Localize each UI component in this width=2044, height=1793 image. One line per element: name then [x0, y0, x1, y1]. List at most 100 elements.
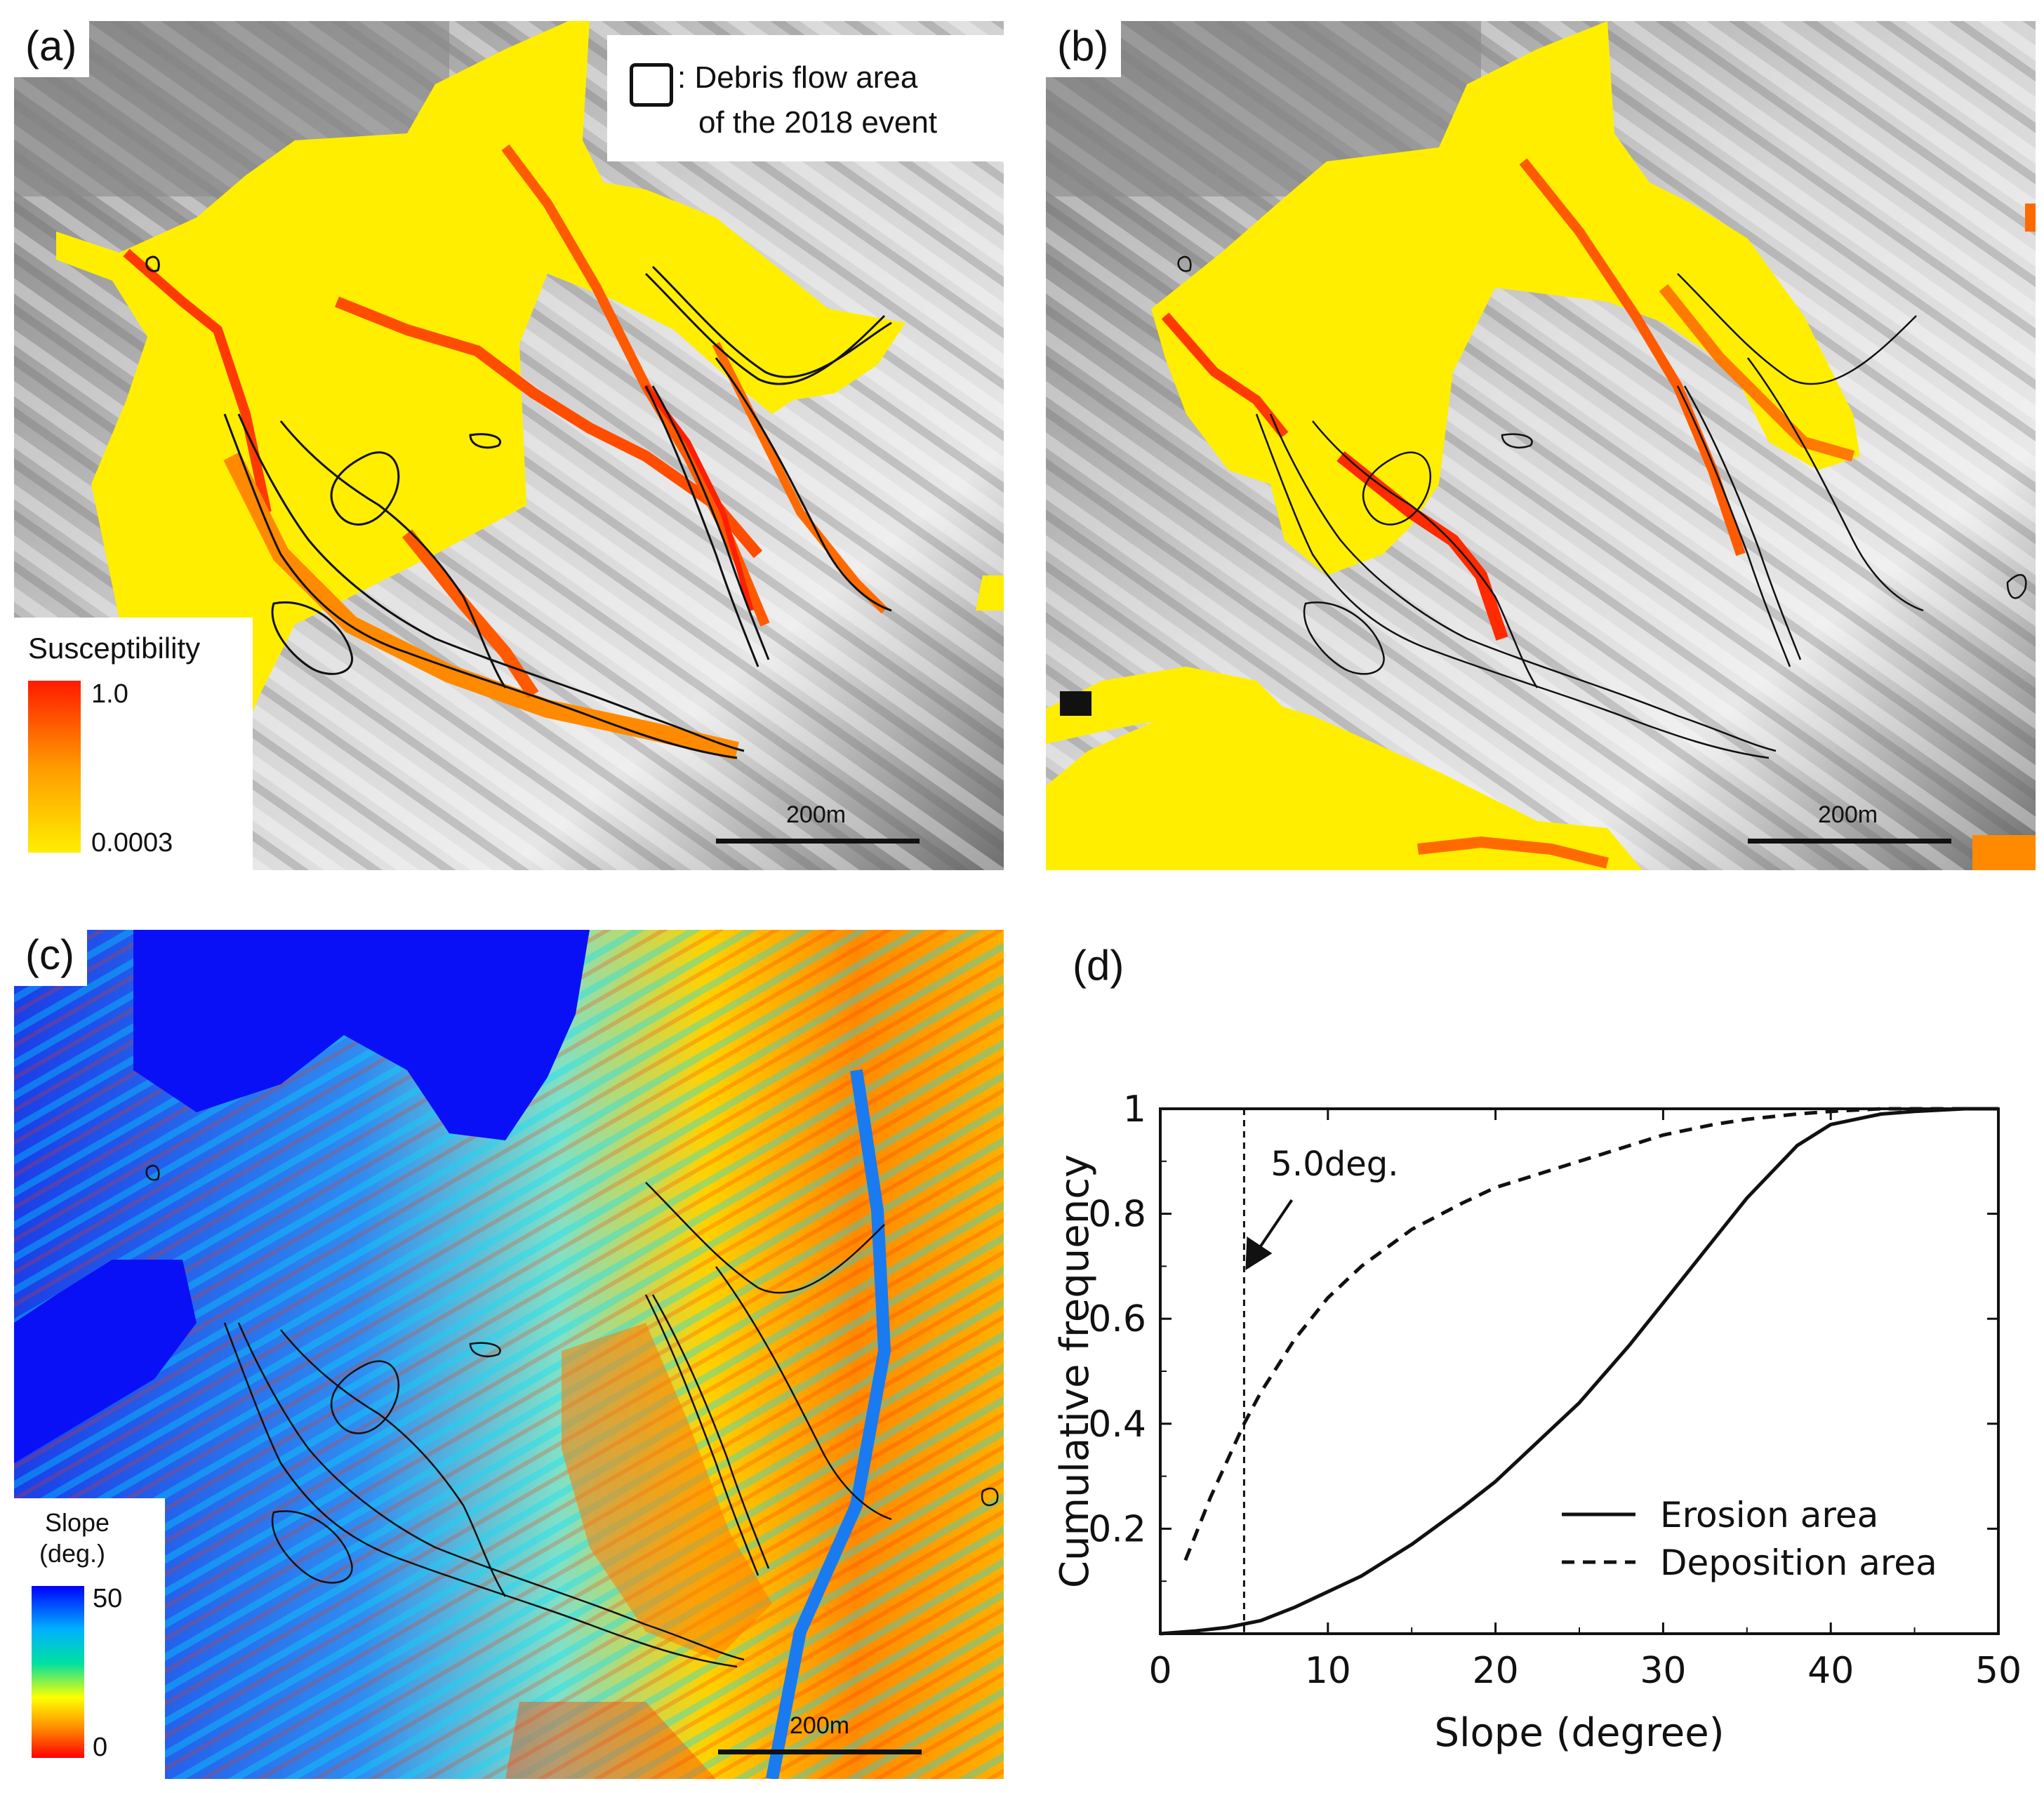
susceptibility-zone-main	[1151, 21, 1860, 575]
debris-flow-outline	[644, 272, 886, 385]
valley-channel	[766, 1069, 891, 1779]
panel-a: (a) : Debris flow area of the 2018 event…	[14, 21, 1004, 870]
nodata-cell	[1060, 691, 1091, 716]
debris-flow-outline	[469, 433, 501, 449]
high-susceptibility-channel	[1519, 158, 1746, 556]
high-susceptibility-channel	[1336, 451, 1508, 641]
debris-flow-outline	[280, 1329, 507, 1597]
y-tick-label: 0.8	[1088, 1194, 1146, 1236]
panel-b-label: (b)	[1046, 21, 1122, 77]
x-tick-label: 20	[1473, 1650, 1519, 1692]
susceptibility-zone-lower	[1046, 695, 1642, 870]
debris-flow-outline	[644, 1294, 759, 1576]
y-tick-label: 1	[1123, 1088, 1146, 1131]
y-tick-label: 0.2	[1088, 1508, 1146, 1550]
colorbar-max-label: 50	[93, 1584, 123, 1613]
panel-d-chart: 0 10 20 30 40 50 0.2 0.4 0.6 0.8 1 Slope (degree) Cu…	[1046, 926, 2029, 1768]
debris-flow-outline	[330, 451, 400, 526]
debris-flow-outline	[1501, 433, 1533, 448]
debris-flow-outline	[271, 1510, 353, 1584]
panel-d-label: (d)	[1060, 940, 1137, 991]
slope-colorbar	[32, 1586, 84, 1758]
scale-bar-label: 200m	[790, 1712, 850, 1739]
debris-flow-outline	[1303, 601, 1385, 675]
debris-flow-outline	[715, 1266, 892, 1521]
debris-flow-outline	[1683, 385, 1802, 660]
panel-a-label: (a)	[14, 21, 90, 77]
debris-flow-outline	[715, 357, 892, 612]
legend-label: Deposition area	[1660, 1542, 1937, 1583]
susceptibility-colorbar	[28, 681, 81, 853]
debris-flow-outline	[1746, 357, 1924, 612]
debris-flow-outlines	[145, 255, 892, 759]
flat-region	[133, 930, 590, 1140]
scale-bar	[1748, 839, 1951, 844]
slope-colorbar-box: Slope (deg.) 50 0	[14, 1498, 165, 1779]
colorbar-title-line1: Slope	[45, 1508, 110, 1537]
scale-bar-label: 200m	[786, 801, 847, 828]
debris-flow-outlines	[145, 1164, 999, 1668]
y-axis-label: Cumulative frequency	[1052, 1154, 1098, 1588]
colorbar-title-line2: (deg.)	[39, 1539, 106, 1568]
high-susceptibility-channel	[1161, 312, 1289, 439]
susceptibility-zone-lower	[1046, 667, 1285, 744]
high-susceptibility-channel	[643, 384, 754, 612]
series-line-deposition	[1183, 1107, 1998, 1561]
debris-flow-outline	[237, 1322, 745, 1661]
debris-flow-outline	[651, 265, 892, 378]
colorbar-title: Susceptibility	[28, 632, 201, 665]
high-susceptibility-channel	[401, 529, 539, 698]
slope-regions	[14, 930, 891, 1779]
legend-outline-swatch	[630, 63, 673, 107]
colorbar-max-label: 1.0	[91, 679, 128, 709]
panel-c: (c) Slope (deg.) 50 0 200m	[14, 930, 1004, 1779]
threshold-label: 5.0deg.	[1270, 1145, 1398, 1184]
debris-flow-legend: : Debris flow area of the 2018 event	[607, 35, 1004, 161]
flat-region	[14, 1260, 197, 1463]
scale-bar	[718, 1749, 922, 1754]
debris-flow-outline	[469, 1342, 501, 1357]
debris-flow-outline	[279, 420, 507, 688]
y-tick-label: 0.6	[1088, 1298, 1146, 1340]
panel-c-label: (c)	[14, 930, 87, 986]
debris-flow-outline	[1677, 273, 1917, 385]
susceptibility-colorbar-box: Susceptibility 1.0 0.0003	[14, 618, 253, 870]
debris-flow-outline	[1676, 385, 1791, 667]
debris-flow-outlines	[1177, 255, 2027, 759]
debris-flow-outline	[981, 1487, 999, 1507]
debris-flow-outline	[651, 385, 770, 660]
susceptibility-zone-edge	[1972, 835, 2036, 870]
susceptibility-zone-edge	[2025, 204, 2036, 232]
x-tick-label: 40	[1807, 1650, 1854, 1692]
panel-b-map	[1046, 21, 2036, 870]
scale-bar	[716, 839, 920, 844]
x-tick-label: 0	[1148, 1650, 1172, 1692]
debris-flow-outline	[271, 601, 354, 675]
high-susceptibility-channel	[1659, 284, 1855, 462]
debris-flow-outline	[1177, 255, 1192, 272]
debris-flow-outline	[644, 385, 759, 667]
debris-flow-outline	[1362, 451, 1432, 526]
debris-flow-outline	[223, 413, 738, 759]
legend-line1: : Debris flow area	[677, 60, 918, 95]
steep-region	[505, 1702, 716, 1779]
x-tick-label: 50	[1975, 1650, 2022, 1692]
x-axis-label: Slope (degree)	[1434, 1710, 1724, 1756]
steep-region	[562, 1323, 772, 1660]
debris-flow-outline	[2006, 573, 2027, 599]
debris-flow-outline	[1269, 413, 1777, 752]
debris-flow-outline	[1255, 413, 1770, 759]
debris-flow-outline	[223, 1322, 738, 1668]
colorbar-min-label: 0	[93, 1733, 108, 1762]
threshold-arrowhead	[1245, 1237, 1273, 1270]
debris-flow-outline	[145, 255, 160, 272]
x-tick-label: 10	[1305, 1650, 1351, 1692]
susceptibility-zone-edge	[976, 575, 1004, 611]
panel-c-map	[14, 930, 1004, 1779]
debris-flow-outline	[651, 1294, 770, 1569]
panel-a-map	[14, 21, 1004, 870]
susceptibility-layer	[1046, 21, 2036, 870]
debris-flow-outline	[145, 1164, 160, 1181]
panel-b: (b) 200m	[1046, 21, 2036, 870]
legend-label: Erosion area	[1660, 1495, 1878, 1535]
